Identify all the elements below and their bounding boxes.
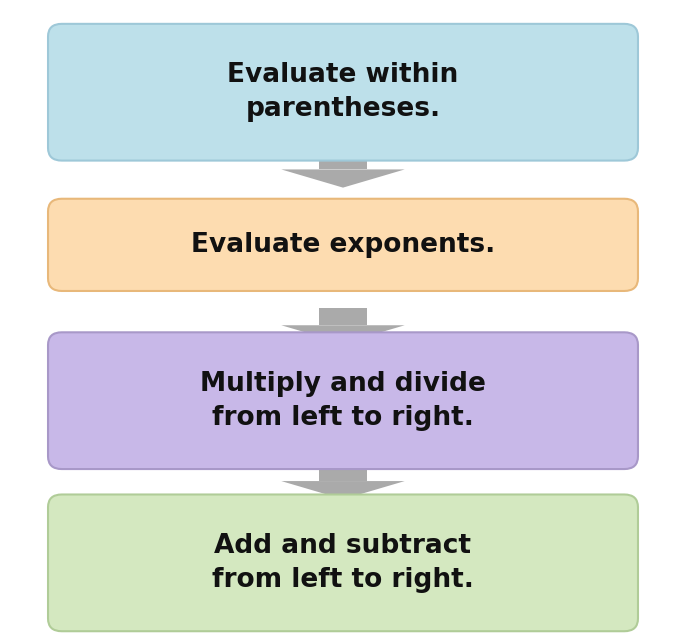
Polygon shape — [281, 325, 405, 343]
FancyBboxPatch shape — [48, 24, 638, 161]
Text: Evaluate within
parentheses.: Evaluate within parentheses. — [227, 62, 459, 122]
FancyBboxPatch shape — [48, 333, 638, 469]
Text: Multiply and divide
from left to right.: Multiply and divide from left to right. — [200, 371, 486, 431]
FancyBboxPatch shape — [319, 153, 367, 169]
Text: Add and subtract
from left to right.: Add and subtract from left to right. — [212, 533, 474, 593]
FancyBboxPatch shape — [48, 198, 638, 291]
Text: Evaluate exponents.: Evaluate exponents. — [191, 232, 495, 258]
FancyBboxPatch shape — [319, 464, 367, 481]
Polygon shape — [281, 169, 405, 188]
FancyBboxPatch shape — [319, 308, 367, 325]
Polygon shape — [281, 481, 405, 499]
FancyBboxPatch shape — [48, 495, 638, 631]
